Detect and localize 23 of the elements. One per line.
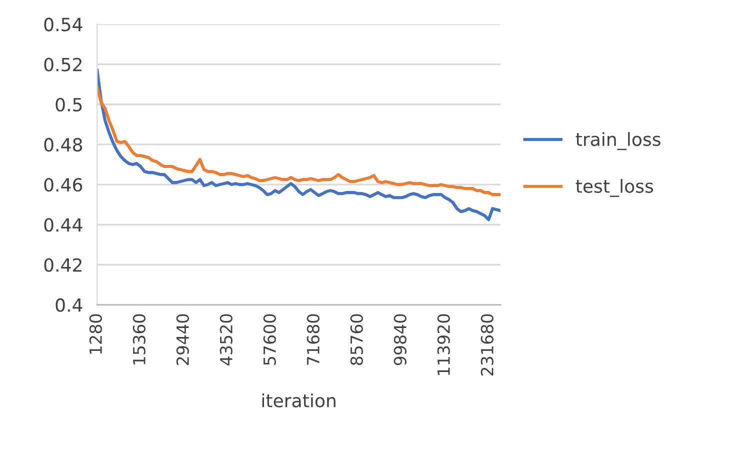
y-tick-label: 0.54	[44, 18, 82, 32]
x-tick-label: 231680	[480, 314, 494, 376]
x-tick-label: 1280	[89, 314, 102, 354]
x-tick-label: 15360	[132, 314, 146, 364]
x-tick-label: 113920	[437, 314, 450, 375]
legend-label: test_loss	[576, 178, 654, 197]
x-tick-label: 29440	[176, 314, 189, 365]
y-tick-label: 0.5	[56, 98, 82, 112]
x-tick-label: 85760	[350, 314, 363, 366]
y-tick-label: 0.48	[44, 138, 82, 152]
y-tick-label: 0.52	[44, 58, 82, 72]
y-tick-label: 0.4	[56, 298, 82, 312]
x-tick-label: 99840	[394, 314, 406, 366]
line-series	[97, 68, 500, 222]
x-tick-label: 57600	[263, 314, 276, 365]
y-tick-label: 0.44	[44, 218, 82, 232]
x-tick-label: 71680	[306, 314, 320, 365]
x-axis-title: iteration	[262, 393, 336, 408]
legend-label: train_loss	[576, 132, 660, 150]
y-tick-label: 0.46	[44, 178, 82, 192]
x-tick-label: 43520	[220, 314, 232, 366]
line-series	[97, 86, 500, 196]
y-tick-label: 0.42	[44, 258, 82, 272]
